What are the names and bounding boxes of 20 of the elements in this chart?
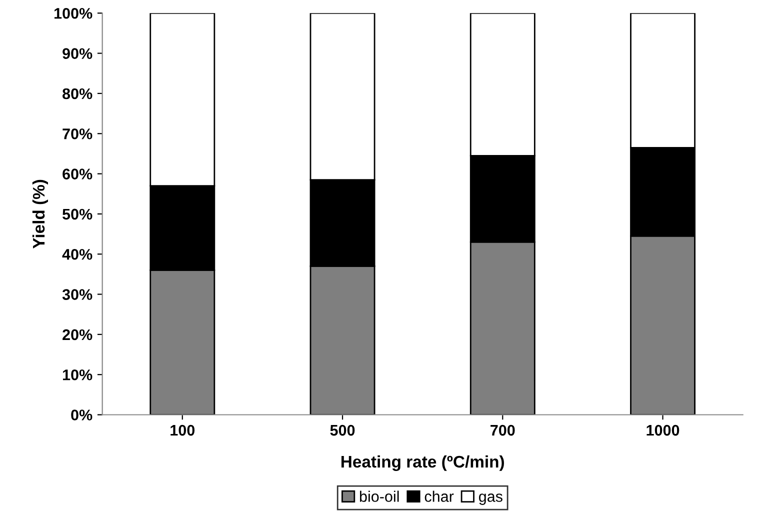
y-tick-label: 40% [62,248,92,260]
y-tick-label: 100% [54,8,92,19]
legend-label: bio-oil [360,490,399,502]
y-tick-label: 10% [62,369,92,380]
y-tick-label: 50% [62,208,92,220]
x-tick-label: 100 [170,424,195,436]
x-tick-label: 500 [330,424,355,436]
y-tick-label: 20% [62,329,92,340]
y-tick-label: 90% [62,48,92,59]
x-tick-label: 1000 [646,424,680,436]
y-tick-label: 30% [62,289,92,300]
x-axis-title: Heating rate (ºC/min) [341,455,504,471]
legend-label: char [424,490,454,502]
y-axis-title: Yield (%) [32,180,48,249]
y-tick-label: 60% [62,168,92,180]
legend-label: gas [478,494,502,505]
x-tick-label: 700 [490,424,515,436]
y-tick-label: 70% [62,128,92,140]
y-tick-label: 0% [71,410,92,420]
y-tick-label: 80% [62,88,92,100]
